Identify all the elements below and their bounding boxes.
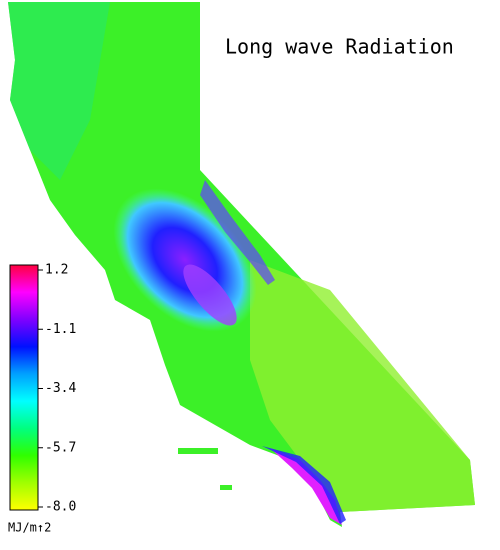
colorbar-tick-label: -1.1 xyxy=(45,322,76,337)
valley-core xyxy=(183,264,237,326)
island xyxy=(178,448,218,454)
south-coast xyxy=(270,448,342,525)
colorbar-tick-label: -8.0 xyxy=(45,500,76,515)
colorbar-unit: MJ/m↑2 xyxy=(8,521,51,535)
sierra-highlands xyxy=(200,180,275,285)
california-map xyxy=(8,2,475,527)
island xyxy=(220,485,232,490)
colorbar-gradient xyxy=(9,264,39,511)
colorbar-tick-label: -5.7 xyxy=(45,440,76,455)
south-region xyxy=(250,260,475,512)
map-title: Long wave Radiation xyxy=(225,35,454,59)
colorbar-tick-label: 1.2 xyxy=(45,263,68,278)
colorbar: 1.2 -1.1 -3.4 -5.7 -8.0 xyxy=(9,263,76,515)
south-coast-edge xyxy=(262,446,346,524)
north-coast xyxy=(8,2,110,180)
colorbar-tick-label: -3.4 xyxy=(45,381,76,396)
